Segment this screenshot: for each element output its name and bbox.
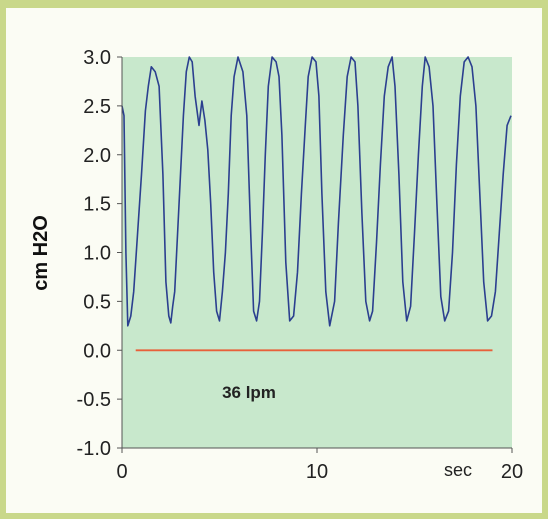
chart-figure: 3.0 2.5 2.0 1.5 1.0 0.5 0.0 -0.5 -1.0 0 10 20 cm H2… [6, 8, 542, 513]
y-tick-label: 1.0 [83, 243, 111, 265]
y-tick-label: -1.0 [77, 438, 111, 460]
y-tick-label: 3.0 [83, 47, 111, 69]
pressure-chart: 3.0 2.5 2.0 1.5 1.0 0.5 0.0 -0.5 -1.00 10 20 cm H2… [30, 47, 523, 483]
y-tick-label: 2.0 [83, 145, 111, 167]
y-axis-label: cm H2O [30, 215, 52, 291]
x-tick-label: 20 [501, 461, 523, 483]
y-tick-label: -0.5 [77, 389, 111, 411]
x-axis-unit: sec [444, 460, 472, 480]
plot-area [122, 57, 512, 448]
y-tick-label: 1.5 [83, 194, 111, 216]
pressure-trace-line [121, 56, 512, 327]
y-tick-label: 0.5 [83, 291, 111, 313]
y-tick-label: 0.0 [83, 340, 111, 362]
flow-annotation: 36 lpm [222, 383, 276, 402]
x-tick-label: 0 [116, 461, 127, 483]
y-tick-label: 2.5 [83, 96, 111, 118]
x-tick-label: 10 [306, 461, 328, 483]
